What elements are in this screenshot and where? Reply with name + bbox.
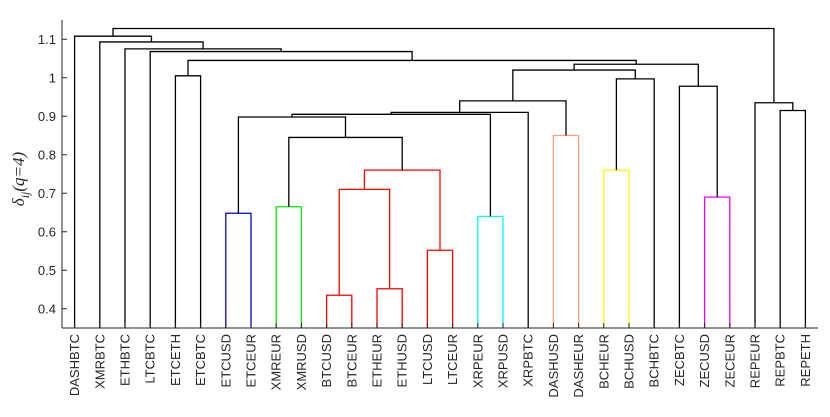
leaf-label: ETHUSD	[395, 334, 410, 387]
leaf-label: LTCEUR	[445, 334, 460, 385]
dendrogram-link	[573, 63, 699, 87]
dendrogram-link	[603, 169, 630, 328]
leaf-label: BTCEUR	[344, 334, 359, 387]
dendrogram-link	[291, 113, 492, 217]
y-tick-label: 0.5	[38, 263, 56, 278]
y-axis-ticks: 0.4 0.5 0.6 0.7 0.8 0.9 1 1.1	[38, 32, 67, 316]
leaf-label: ETHEUR	[370, 334, 385, 387]
y-axis-label: δij(q=4)	[9, 151, 32, 206]
leaf-label: ETHBTC	[118, 334, 133, 386]
y-axis-label-argument: (q=4)	[9, 151, 28, 191]
dendrogram-link	[225, 212, 252, 328]
y-tick-label: 0.6	[38, 224, 56, 239]
leaf-label: ZECUSD	[697, 334, 712, 387]
leaf-label: ETCETH	[168, 334, 183, 386]
leaf-label: ETCBTC	[193, 334, 208, 386]
dendrogram-link	[552, 134, 580, 328]
leaf-label: ZECEUR	[722, 334, 737, 387]
dendrogram-link	[73, 35, 153, 328]
leaf-label: BCHUSD	[622, 334, 637, 389]
y-tick-label: 0.4	[38, 301, 56, 316]
leaf-label: XMRBTC	[92, 334, 107, 389]
dendrogram-link	[615, 78, 655, 328]
y-tick-label: 1.1	[38, 32, 56, 47]
dendrogram-link	[187, 59, 637, 76]
dendrogram-link	[779, 109, 807, 328]
dendrogram-link	[426, 249, 454, 328]
y-tick-label: 0.9	[38, 109, 56, 124]
dendrogram-link	[288, 136, 403, 207]
leaf-label: BCHBTC	[647, 334, 662, 387]
leaf-label: LTCBTC	[143, 334, 158, 384]
axes	[61, 20, 818, 329]
leaf-label: DASHUSD	[546, 334, 561, 398]
dendrogram-link	[124, 48, 282, 328]
dendrogram-link	[325, 294, 353, 328]
dendrogram-link	[703, 196, 731, 328]
leaf-label: XMREUR	[269, 334, 284, 390]
x-axis-leaf-labels: DASHBTC XMRBTC ETHBTC LTCBTC ETCETH ETCBTC ETC…	[67, 323, 813, 398]
leaf-label: XRPEUR	[470, 334, 485, 388]
leaf-label: BTCUSD	[319, 334, 334, 387]
leaf-label: XRPBTC	[521, 334, 536, 387]
dendrogram-link	[363, 169, 441, 251]
dendrogram-link	[99, 41, 204, 328]
leaf-label: LTCUSD	[420, 334, 435, 385]
leaf-label: ETCEUR	[244, 334, 259, 387]
dendrogram-link	[390, 111, 529, 328]
leaf-label: XMRUSD	[294, 334, 309, 390]
leaf-label: REPETH	[798, 334, 813, 387]
dendrogram-link	[459, 100, 567, 136]
leaf-label: ETCUSD	[218, 334, 233, 387]
dendrogram-link	[275, 206, 303, 328]
leaf-label: REPEUR	[748, 334, 763, 388]
leaf-label: ZECBTC	[672, 334, 687, 386]
leaf-label: XRPUSD	[496, 334, 511, 388]
dendrogram-link	[376, 288, 403, 328]
y-tick-label: 0.8	[38, 147, 56, 162]
leaf-label: DASHEUR	[571, 334, 586, 398]
leaf-label: REPBTC	[773, 334, 788, 387]
y-axis-label-delta: δ	[9, 197, 28, 206]
dendrogram-link	[477, 215, 504, 328]
leaf-label: BCHEUR	[596, 334, 611, 389]
dendrogram-link	[237, 116, 347, 214]
dendrogram-link	[678, 85, 718, 328]
leaf-label: DASHBTC	[67, 334, 82, 396]
y-tick-label: 0.7	[38, 186, 56, 201]
dendrogram-link	[754, 102, 794, 328]
y-tick-label: 1	[49, 70, 56, 85]
dendrogram-link	[338, 188, 391, 296]
y-axis-label-subscript: ij	[18, 191, 32, 198]
dendrogram-link	[112, 27, 775, 103]
dendrogram-link	[174, 75, 202, 328]
dendrogram-links	[73, 27, 807, 328]
